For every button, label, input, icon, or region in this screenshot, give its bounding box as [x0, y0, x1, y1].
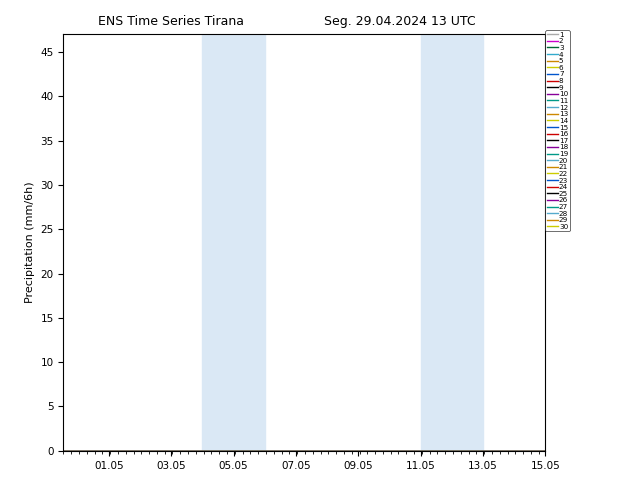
Text: ENS Time Series Tirana: ENS Time Series Tirana: [98, 15, 244, 28]
Legend: 1, 2, 3, 4, 5, 6, 7, 8, 9, 10, 11, 12, 13, 14, 15, 16, 17, 18, 19, 20, 21, 22, 2: 1, 2, 3, 4, 5, 6, 7, 8, 9, 10, 11, 12, 1…: [545, 30, 570, 231]
Text: Seg. 29.04.2024 13 UTC: Seg. 29.04.2024 13 UTC: [323, 15, 476, 28]
Y-axis label: Precipitation (mm/6h): Precipitation (mm/6h): [25, 182, 35, 303]
Bar: [202, 34, 265, 451]
Bar: [420, 34, 483, 451]
